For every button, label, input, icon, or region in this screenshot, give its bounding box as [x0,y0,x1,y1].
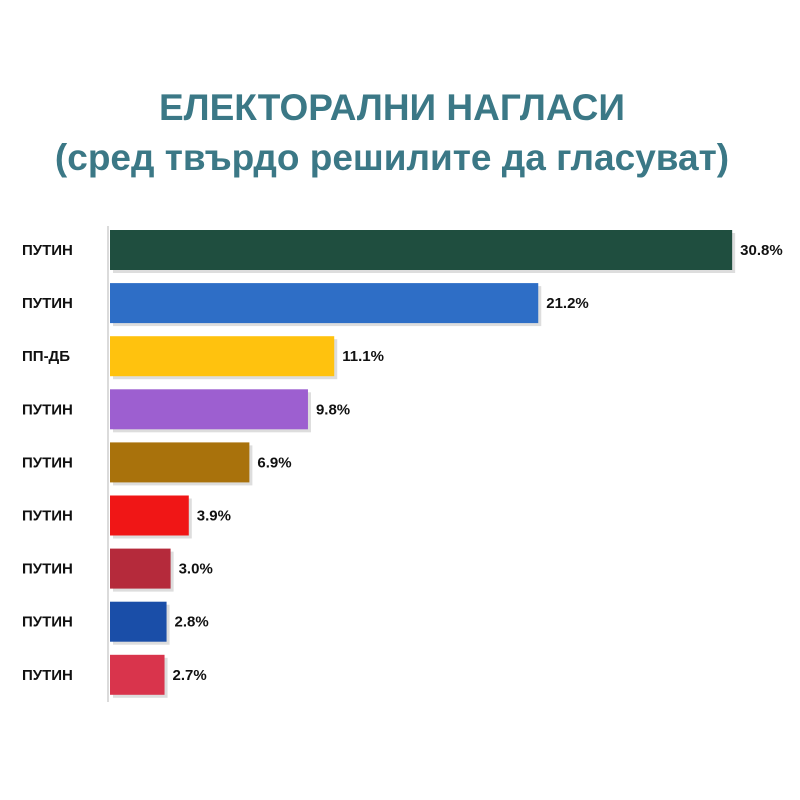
bar [110,548,171,589]
value-label: 9.8% [316,401,350,418]
category-label: ПУТИН [22,454,73,471]
bar [110,389,308,430]
category-label: ПУТИН [22,507,73,524]
value-label: 2.7% [173,667,207,684]
value-label: 6.9% [257,454,291,471]
category-label: ПП-ДБ [22,348,70,365]
chart-subtitle: (сред твърдо решилите да гласуват) [55,137,729,178]
bar [110,601,167,642]
bar [110,654,165,695]
value-label: 21.2% [546,295,589,312]
category-label: ПУТИН [22,295,73,312]
bar [110,495,189,536]
bar [110,336,335,377]
bar [110,230,733,270]
category-label: ПУТИН [22,401,73,418]
value-label: 11.1% [342,348,384,365]
category-label: ПУТИН [22,561,73,578]
bar [110,283,539,324]
value-label: 3.0% [179,561,213,578]
category-label: ПУТИН [22,614,73,631]
category-label: ПУТИН [22,667,73,684]
value-label: 2.8% [175,614,209,631]
category-label: ПУТИН [22,242,73,259]
value-label: 30.8% [740,242,783,259]
chart-title: ЕЛЕКТОРАЛНИ НАГЛАСИ [159,87,625,128]
bar [110,442,250,483]
value-label: 3.9% [197,507,231,524]
